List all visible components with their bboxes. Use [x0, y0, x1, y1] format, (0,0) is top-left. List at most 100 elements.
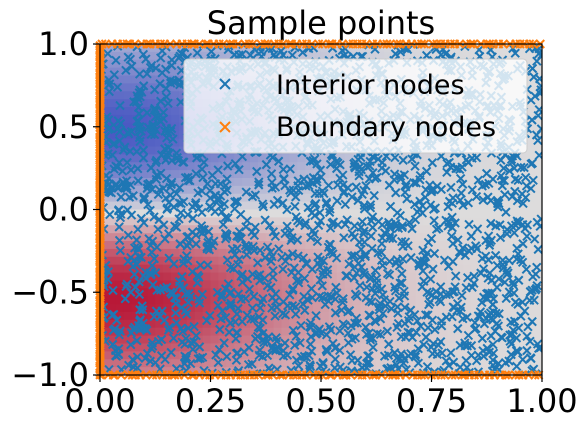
x-tick-label: 0.25 — [175, 382, 246, 420]
field-cell — [116, 91, 124, 99]
field-cell — [171, 170, 179, 178]
legend: Interior nodes Boundary nodes — [184, 59, 527, 153]
field-cell — [510, 210, 518, 218]
field-cell — [432, 359, 440, 367]
legend-label-interior: Interior nodes — [276, 70, 465, 101]
field-cell — [439, 241, 447, 249]
x-tick-label: 0.75 — [396, 382, 467, 420]
field-cell — [534, 186, 542, 194]
x-tick-label: 1.00 — [506, 382, 577, 420]
field-cell — [495, 241, 503, 249]
field-cell — [258, 233, 266, 241]
field-cell — [416, 233, 424, 241]
y-axis-ticks: −1.0−0.50.00.51.0 — [11, 25, 100, 394]
field-cell — [345, 241, 353, 249]
field-cell — [195, 312, 203, 320]
field-cell — [171, 115, 179, 123]
field-cell — [234, 186, 242, 194]
legend-label-boundary: Boundary nodes — [276, 112, 496, 143]
field-cell — [203, 336, 211, 344]
field-cell — [147, 139, 155, 147]
field-cell — [376, 202, 384, 210]
field-cell — [518, 210, 526, 218]
field-cell — [155, 296, 163, 304]
field-cell — [187, 162, 195, 170]
field-cell — [218, 249, 226, 257]
field-cell — [203, 328, 211, 336]
field-cell — [274, 210, 282, 218]
field-cell — [408, 233, 416, 241]
field-cell — [234, 217, 242, 225]
field-cell — [503, 249, 511, 257]
field-cell — [503, 241, 511, 249]
field-cell — [471, 257, 479, 265]
field-cell — [211, 336, 219, 344]
field-cell — [211, 154, 219, 162]
field-cell — [242, 336, 250, 344]
field-cell — [432, 257, 440, 265]
y-tick-label: 0.0 — [38, 191, 89, 229]
field-cell — [321, 312, 329, 320]
field-cell — [108, 99, 116, 107]
field-cell — [108, 249, 116, 257]
field-cell — [211, 257, 219, 265]
field-cell — [463, 265, 471, 273]
field-cell — [124, 76, 132, 84]
field-cell — [408, 296, 416, 304]
field-cell — [534, 194, 542, 202]
field-cell — [124, 83, 132, 91]
field-cell — [432, 241, 440, 249]
field-cell — [479, 210, 487, 218]
field-cell — [147, 146, 155, 154]
field-cell — [250, 202, 258, 210]
field-cell — [163, 273, 171, 281]
chart-title: Sample points — [207, 4, 435, 42]
field-cell — [282, 154, 290, 162]
field-cell — [124, 107, 132, 115]
field-cell — [234, 178, 242, 186]
field-cell — [360, 343, 368, 351]
field-cell — [384, 320, 392, 328]
y-tick-label: −0.5 — [11, 273, 89, 311]
field-cell — [526, 210, 534, 218]
field-cell — [132, 154, 140, 162]
field-cell — [242, 328, 250, 336]
field-cell — [526, 202, 534, 210]
field-cell — [518, 288, 526, 296]
field-cell — [132, 202, 140, 210]
field-cell — [471, 210, 479, 218]
field-cell — [124, 115, 132, 123]
field-cell — [503, 304, 511, 312]
field-cell — [408, 273, 416, 281]
field-cell — [534, 202, 542, 210]
field-cell — [471, 296, 479, 304]
field-cell — [211, 273, 219, 281]
field-cell — [376, 210, 384, 218]
field-cell — [116, 273, 124, 281]
field-cell — [116, 257, 124, 265]
field-cell — [408, 170, 416, 178]
field-cell — [384, 210, 392, 218]
field-cell — [195, 249, 203, 257]
field-cell — [163, 265, 171, 273]
x-tick-label: 0.50 — [285, 382, 356, 420]
field-cell — [353, 210, 361, 218]
field-cell — [526, 249, 534, 257]
field-cell — [289, 154, 297, 162]
field-cell — [313, 304, 321, 312]
field-cell — [487, 162, 495, 170]
field-cell — [471, 265, 479, 273]
field-cell — [242, 202, 250, 210]
field-cell — [432, 170, 440, 178]
field-cell — [211, 280, 219, 288]
field-cell — [203, 273, 211, 281]
field-cell — [242, 170, 250, 178]
field-cell — [108, 241, 116, 249]
field-cell — [242, 178, 250, 186]
field-cell — [258, 225, 266, 233]
field-cell — [534, 328, 542, 336]
field-cell — [250, 210, 258, 218]
field-cell — [321, 233, 329, 241]
